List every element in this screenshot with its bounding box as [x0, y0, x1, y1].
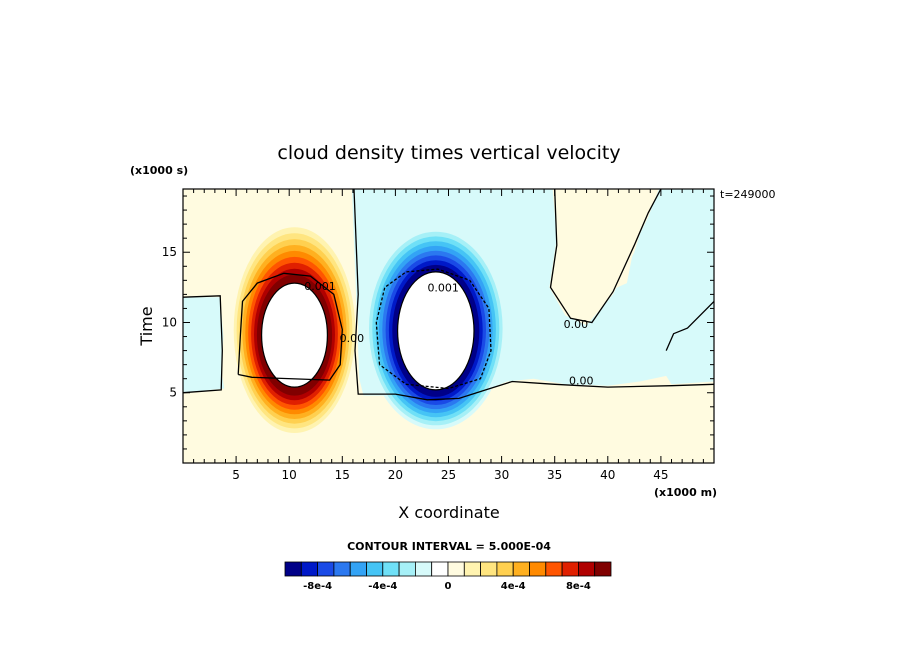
y-tick-label-5: 5	[169, 386, 177, 400]
colorbar-swatch-3	[333, 561, 351, 577]
colorbar-swatch-12	[480, 561, 498, 577]
zero-contour-right	[665, 300, 714, 351]
contour-label-4: 0.00	[569, 374, 594, 387]
colorbar-swatch-16	[545, 561, 563, 577]
x-units-label: (x1000 m)	[654, 486, 717, 499]
x-tick-label-20: 20	[388, 468, 403, 482]
zero-contour-lower	[353, 189, 714, 401]
colorbar-tick-label-0: -8e-4	[303, 581, 332, 592]
time-label: t=249000	[720, 188, 776, 201]
colorbar: -8e-4 -4e-4 0 4e-4 8e-4	[284, 561, 612, 592]
x-axis-label: X coordinate	[398, 503, 499, 522]
colorbar-swatch-0	[284, 561, 302, 577]
colorbar-swatch-9	[431, 561, 449, 577]
colorbar-swatch-4	[349, 561, 367, 577]
y-axis: 5 10 15	[162, 195, 714, 450]
y-units-label: (x1000 s)	[130, 164, 188, 177]
colorbar-tick-label-1: -4e-4	[368, 581, 397, 592]
x-axis: 5 10 15 20 25 30 35 40 45	[193, 189, 704, 482]
colorbar-swatch-5	[366, 561, 384, 577]
positive-weak-tongue	[567, 189, 659, 292]
contour-label-1: 0.00	[340, 332, 365, 345]
colorbar-tick-label-3: 4e-4	[501, 581, 526, 592]
x-tick-label-45: 45	[653, 468, 668, 482]
contour-lines: 0.001 0.00 0.001 0.00 0.00	[183, 189, 714, 401]
colorbar-swatch-14	[512, 561, 530, 577]
plot-field	[183, 189, 714, 463]
y-tick-label-10: 10	[162, 315, 177, 329]
x-tick-label-15: 15	[335, 468, 350, 482]
x-tick-label-5: 5	[232, 468, 240, 482]
colorbar-tick-label-2: 0	[445, 581, 452, 592]
colorbar-swatch-19	[594, 561, 612, 577]
colorbar-swatch-8	[414, 561, 433, 577]
colorbar-swatch-10	[447, 561, 465, 577]
colorbar-swatch-18	[578, 561, 596, 577]
contour-label-3: 0.00	[564, 318, 589, 331]
contour-label-0: 0.001	[304, 280, 336, 293]
colorbar-swatch-13	[496, 561, 514, 577]
colorbar-swatch-17	[561, 561, 579, 577]
negative-weak-pocket-left	[183, 297, 225, 393]
y-tick-label-15: 15	[162, 245, 177, 259]
x-tick-label-35: 35	[547, 468, 562, 482]
colorbar-swatch-7	[398, 561, 416, 577]
colorbar-swatch-2	[317, 561, 335, 577]
chart-title: cloud density times vertical velocity	[277, 142, 620, 164]
y-axis-label: Time	[137, 306, 156, 346]
x-tick-label-30: 30	[494, 468, 509, 482]
negative-downdraft-cell-core	[396, 271, 475, 391]
contour-interval-label: CONTOUR INTERVAL = 5.000E-04	[347, 540, 551, 553]
x-tick-label-40: 40	[600, 468, 615, 482]
zero-contour-left	[183, 295, 223, 394]
zero-contour-upper	[549, 189, 662, 324]
x-tick-label-10: 10	[282, 468, 297, 482]
colorbar-tick-label-4: 8e-4	[566, 581, 591, 592]
contour-0.001-negative	[375, 268, 492, 390]
contour-0.001-positive	[237, 272, 343, 381]
colorbar-swatch-11	[463, 561, 481, 577]
colorbar-swatch-6	[382, 561, 400, 577]
positive-updraft-cell-core	[261, 282, 329, 388]
contour-label-2: 0.001	[427, 282, 459, 295]
x-tick-label-25: 25	[441, 468, 456, 482]
colorbar-swatch-15	[529, 561, 547, 577]
colorbar-swatch-1	[300, 561, 318, 577]
